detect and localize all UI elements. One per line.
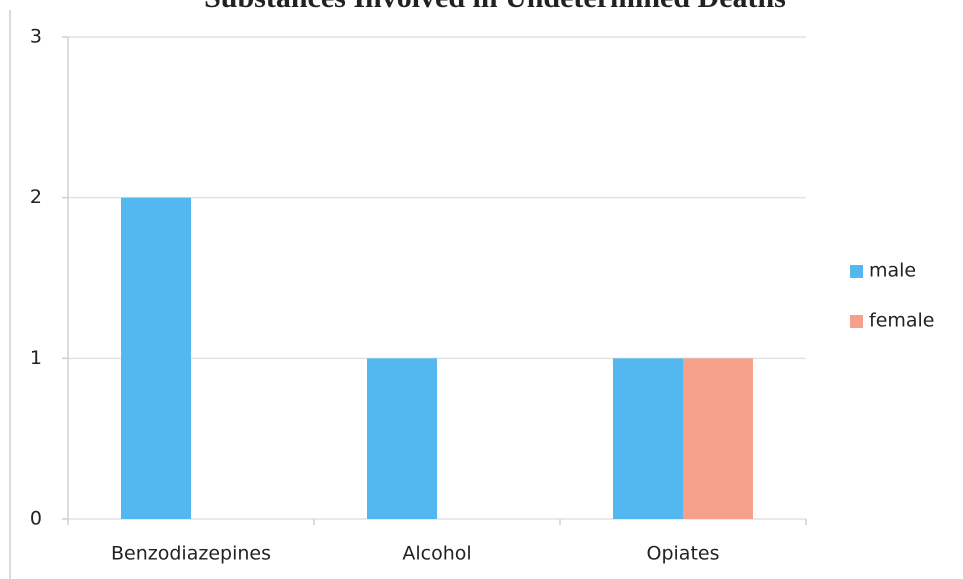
legend-swatch bbox=[850, 315, 863, 328]
chart-title: Substances Involved in Undetermined Deat… bbox=[204, 0, 786, 14]
y-tick-label: 2 bbox=[30, 186, 42, 208]
y-tick-label: 0 bbox=[30, 508, 42, 530]
y-tick-label: 1 bbox=[30, 347, 42, 369]
x-tick-label: Alcohol bbox=[402, 543, 471, 565]
legend-swatch bbox=[850, 265, 863, 278]
x-tick-label: Opiates bbox=[647, 543, 720, 565]
legend-label: female bbox=[869, 310, 935, 332]
legend-label: male bbox=[869, 260, 916, 282]
x-tick-label: Benzodiazepines bbox=[111, 543, 271, 565]
bar bbox=[367, 358, 437, 519]
bar bbox=[683, 358, 753, 519]
y-tick-label: 3 bbox=[30, 26, 42, 48]
bar bbox=[121, 197, 191, 519]
bar bbox=[613, 358, 683, 519]
